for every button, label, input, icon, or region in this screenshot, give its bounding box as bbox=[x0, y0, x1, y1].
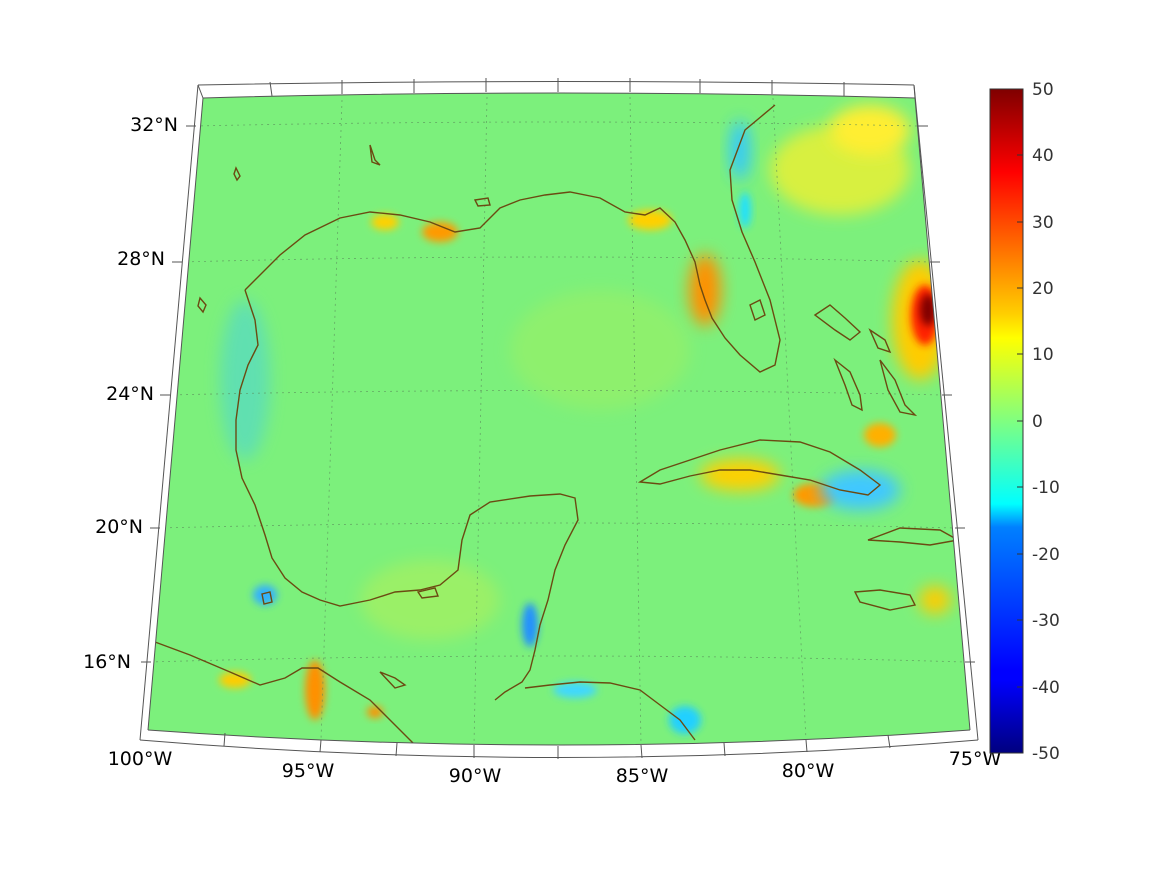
lat-label: 16°N bbox=[83, 651, 131, 673]
lon-label: 85°W bbox=[616, 765, 669, 787]
frame-ticks bbox=[141, 78, 975, 759]
lon-label: 90°W bbox=[449, 765, 502, 787]
lat-label: 20°N bbox=[95, 516, 143, 538]
colorbar-tick-label: -30 bbox=[1032, 611, 1060, 631]
latitude-labels: 32°N 28°N 24°N 20°N 16°N bbox=[83, 114, 178, 673]
lat-label: 28°N bbox=[117, 248, 165, 270]
lon-label: 95°W bbox=[282, 760, 335, 782]
lon-label: 75°W bbox=[949, 748, 1002, 770]
colorbar-tick-label: 50 bbox=[1032, 80, 1054, 100]
coastlines bbox=[154, 104, 961, 745]
lon-label: 100°W bbox=[108, 748, 173, 770]
colorbar-tick-label: 0 bbox=[1032, 412, 1043, 432]
colorbar-tick-label: -50 bbox=[1032, 744, 1060, 764]
lon-label: 80°W bbox=[782, 760, 835, 782]
map-frame bbox=[139, 81, 979, 758]
longitude-labels: 100°W 95°W 90°W 85°W 80°W 75°W bbox=[108, 748, 1002, 787]
colorbar-tick-label: 10 bbox=[1032, 345, 1054, 365]
anomaly-blobs bbox=[219, 105, 951, 734]
colorbar-tick-label: -40 bbox=[1032, 678, 1060, 698]
lat-label: 24°N bbox=[106, 383, 154, 405]
colorbar-tick-label: 20 bbox=[1032, 279, 1054, 299]
colorbar-tick-label: -20 bbox=[1032, 545, 1060, 565]
colorbar-tick-label: 40 bbox=[1032, 146, 1054, 166]
colorbar: 50 40 30 20 10 0 -10 -20 -30 -40 -50 bbox=[989, 80, 1060, 764]
lat-label: 32°N bbox=[130, 114, 178, 136]
colorbar-tick-label: -10 bbox=[1032, 478, 1060, 498]
colorbar-tick-label: 30 bbox=[1032, 213, 1054, 233]
map-field bbox=[148, 93, 970, 745]
